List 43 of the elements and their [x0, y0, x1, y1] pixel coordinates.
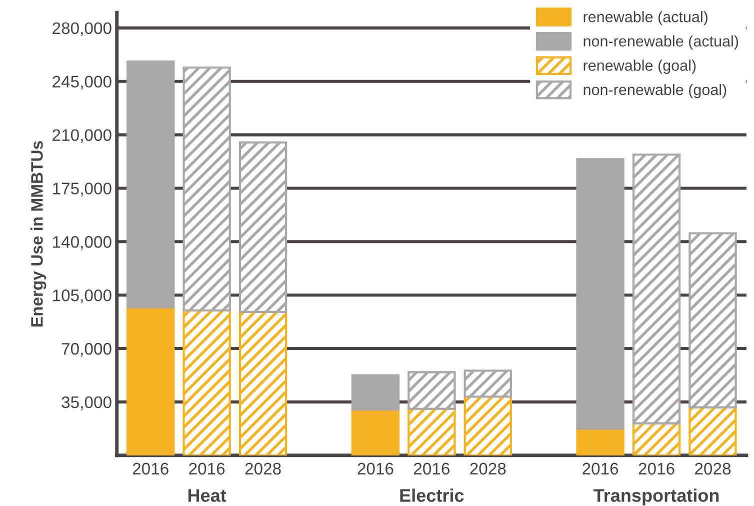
x-tick-label: 2016	[582, 462, 618, 475]
x-tick-label: 2016	[358, 462, 394, 475]
y-tick-label: 210,000	[52, 129, 112, 143]
bar	[464, 396, 512, 456]
bar	[351, 374, 400, 411]
x-tick-label: 2016	[638, 462, 674, 475]
bar	[464, 370, 512, 398]
legend-label: renewable (goal)	[584, 60, 696, 74]
bar	[576, 428, 624, 456]
y-tick-label: 105,000	[53, 289, 112, 304]
bar	[576, 158, 624, 430]
y-axis-title: Energy Use in MMBTUs	[30, 141, 46, 326]
x-tick-label: 2028	[470, 462, 506, 475]
bar	[182, 66, 231, 312]
legend-label: non-renewable (goal)	[584, 84, 726, 98]
text: Transportation	[594, 488, 719, 506]
y-tick-label: 140,000	[53, 236, 112, 250]
text: Heat	[188, 489, 226, 502]
y-tick-label: 70,000	[62, 342, 112, 357]
bar	[126, 60, 175, 308]
bar	[238, 141, 288, 313]
bar	[632, 422, 681, 456]
legend-label: non-renewable (actual)	[584, 35, 738, 50]
y-tick-label: 175,000	[53, 182, 112, 196]
x-tick-label: 2016	[189, 462, 225, 475]
bar	[126, 306, 175, 456]
text: Electric	[400, 488, 464, 502]
x-tick-label: 2028	[245, 462, 281, 475]
bar	[408, 408, 456, 456]
bar	[182, 309, 231, 456]
y-tick-label: 280,000	[52, 22, 112, 36]
x-tick-label: 2028	[695, 462, 731, 475]
bar	[408, 371, 456, 410]
bar	[688, 232, 737, 408]
bar	[688, 406, 737, 456]
bar	[632, 154, 681, 424]
x-tick-label: 2016	[132, 462, 168, 475]
legend-label: renewable (actual)	[584, 11, 708, 26]
bar	[351, 408, 400, 456]
y-tick-label: 35,000	[62, 396, 112, 410]
x-tick-label: 2016	[414, 462, 450, 475]
bar	[238, 310, 288, 456]
y-tick-label: 245,000	[52, 76, 112, 90]
